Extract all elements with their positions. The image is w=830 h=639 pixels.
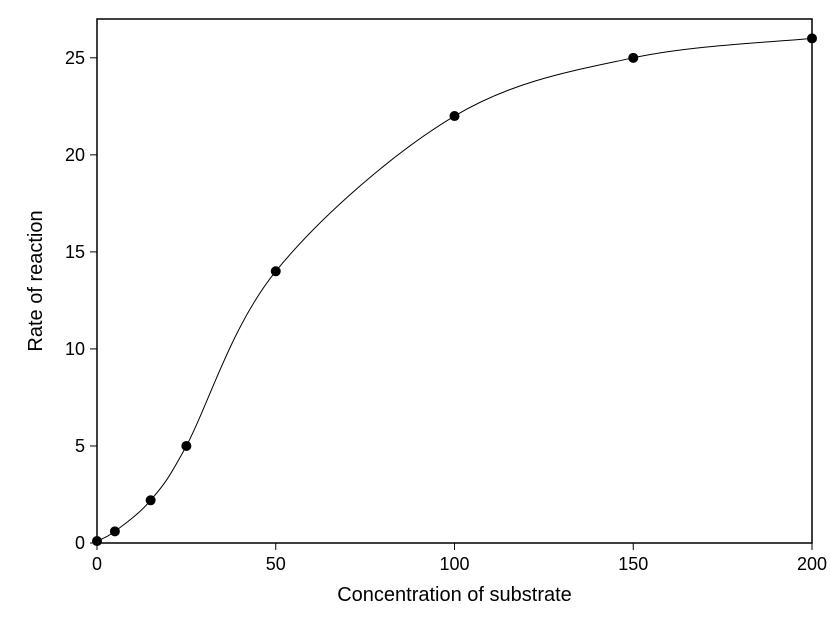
x-tick-label: 0: [92, 554, 102, 574]
y-tick-label: 25: [65, 48, 85, 68]
y-axis-label: Rate of reaction: [25, 210, 47, 351]
y-tick-label: 10: [65, 339, 85, 359]
data-point: [450, 111, 460, 121]
data-point: [181, 441, 191, 451]
x-tick-label: 100: [439, 554, 469, 574]
y-tick-label: 20: [65, 145, 85, 165]
x-tick-label: 50: [266, 554, 286, 574]
y-tick-label: 15: [65, 242, 85, 262]
data-point: [271, 266, 281, 276]
y-tick-label: 5: [75, 436, 85, 456]
data-point: [146, 495, 156, 505]
data-point: [92, 536, 102, 546]
x-axis-label: Concentration of substrate: [337, 584, 572, 606]
x-tick-label: 200: [797, 554, 827, 574]
data-point: [110, 526, 120, 536]
chart-svg: 0 50 100 150 200 0 5 10 15 20 25 Concentration of s…: [0, 0, 830, 639]
data-point: [807, 33, 817, 43]
data-point: [628, 53, 638, 63]
plot-border: [97, 19, 812, 543]
x-tick-label: 150: [618, 554, 648, 574]
y-tick-label: 0: [75, 533, 85, 553]
chart-container: 0 50 100 150 200 0 5 10 15 20 25 Concentration of s…: [0, 0, 830, 639]
